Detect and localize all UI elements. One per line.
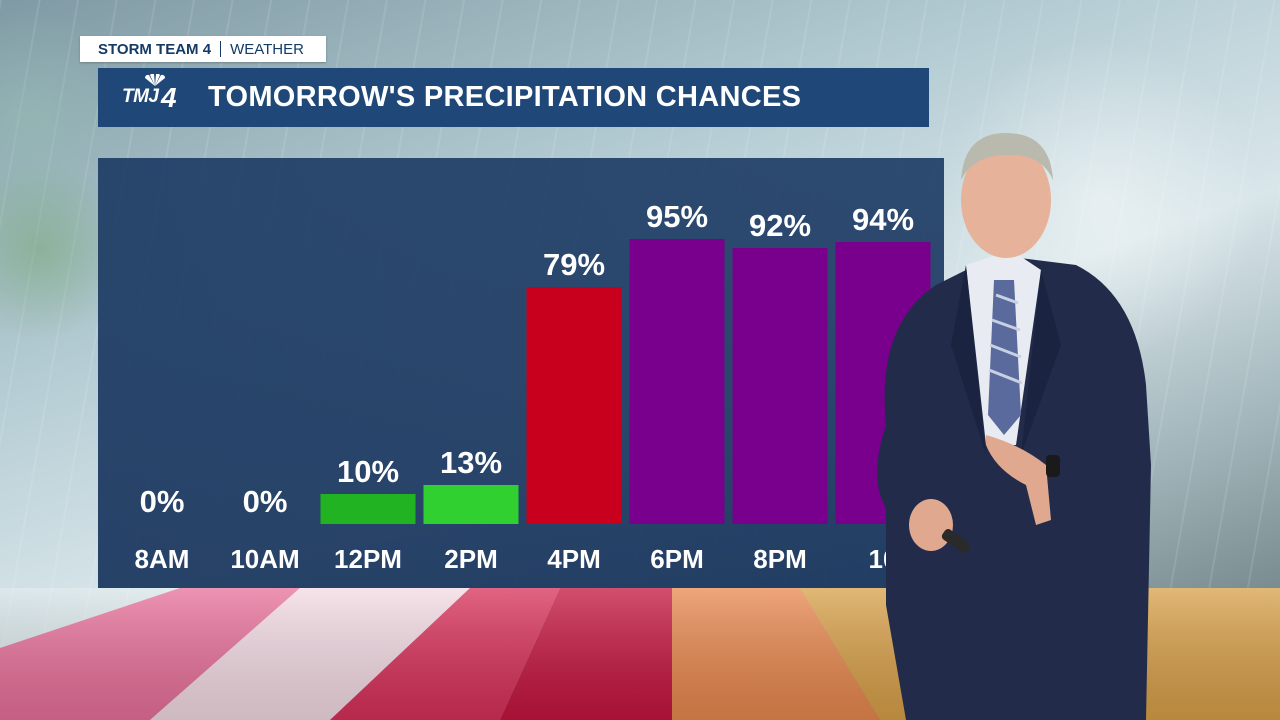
logo-number: 4 (161, 82, 177, 113)
category-label-8pm: 8PM (753, 544, 806, 574)
bar-2pm (423, 485, 519, 524)
peacock-icon (144, 74, 166, 86)
category-label-6pm: 6PM (650, 544, 703, 574)
bar-12pm (320, 494, 416, 524)
bar-6pm (629, 239, 725, 524)
section-label: WEATHER (230, 40, 304, 58)
value-label-12pm: 10% (337, 454, 399, 489)
category-label-12pm: 12PM (334, 544, 402, 574)
presenter-figure (846, 125, 1166, 720)
value-label-4pm: 79% (543, 247, 605, 282)
bar-4pm (526, 287, 622, 524)
precipitation-bar-chart: 0% 8AM 0% 10AM 10% 12PM 13% 2PM 79% 4PM 95% 6PM 92% 8… (135, 199, 931, 574)
category-label-2pm: 2PM (444, 544, 497, 574)
category-label-10am: 10AM (230, 544, 299, 574)
logo-text: TMJ (122, 86, 159, 107)
value-label-10am: 0% (243, 484, 288, 519)
value-label-8am: 0% (140, 484, 185, 519)
value-label-6pm: 95% (646, 199, 708, 234)
page-title: TOMORROW'S PRECIPITATION CHANCES (208, 81, 802, 113)
chart-panel: 0% 8AM 0% 10AM 10% 12PM 13% 2PM 79% 4PM 95% 6PM 92% 8… (98, 158, 944, 588)
station-logo: TMJ 4 (98, 68, 188, 127)
bug-divider (220, 41, 222, 57)
value-label-2pm: 13% (440, 445, 502, 480)
category-label-8am: 8AM (135, 544, 190, 574)
brand-label: STORM TEAM 4 (98, 40, 212, 58)
category-label-4pm: 4PM (547, 544, 600, 574)
station-bug: STORM TEAM 4 WEATHER (80, 36, 326, 62)
value-label-8pm: 92% (749, 208, 811, 243)
title-bar: TMJ 4 TOMORROW'S PRECIPITATION CHANCES (98, 68, 929, 127)
value-label-10: 94% (852, 202, 914, 237)
bar-8pm (732, 248, 828, 524)
